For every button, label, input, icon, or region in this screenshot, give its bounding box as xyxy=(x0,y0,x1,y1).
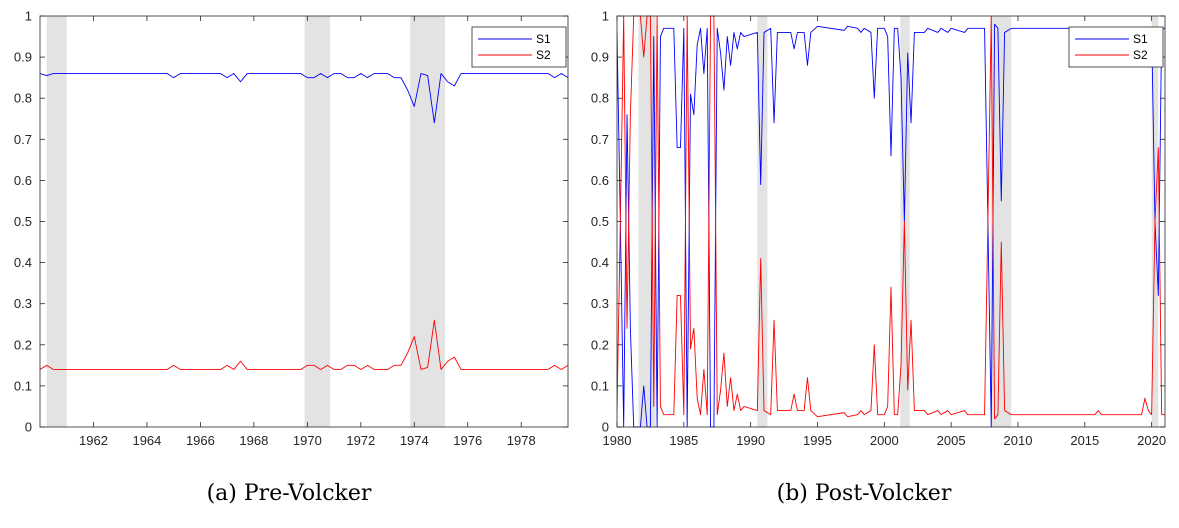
x-tick-label: 1966 xyxy=(186,433,215,448)
series-line-s2 xyxy=(617,15,1165,420)
legend-label-s2: S2 xyxy=(1133,48,1148,62)
plot-area xyxy=(617,16,1165,427)
plot-area xyxy=(40,16,568,427)
x-tick-label: 1964 xyxy=(132,433,161,448)
x-tick-label: 2020 xyxy=(1137,433,1166,448)
panel-pre-volcker: 0 0.1 0.2 0.3 0.4 0.5 0.6 0.7 0.8 0.9 1 1962 1964 196… xyxy=(14,9,569,448)
y-tick-label: 0 xyxy=(602,420,609,435)
y-tick-label: 0.5 xyxy=(14,214,32,229)
series-line-s1 xyxy=(40,73,568,124)
x-tick-label: 2005 xyxy=(937,433,966,448)
x-tick-label: 1972 xyxy=(346,433,375,448)
legend-label-s1: S1 xyxy=(536,32,551,46)
x-tick-label: 2015 xyxy=(1070,433,1099,448)
y-tick-label: 0.6 xyxy=(591,173,609,188)
y-tick-label: 0.3 xyxy=(591,296,609,311)
panel-post-volcker: 0 0.1 0.2 0.3 0.4 0.5 0.6 0.7 0.8 0.9 1 1980 1985 199… xyxy=(591,9,1166,449)
x-tick-label: 1970 xyxy=(293,433,322,448)
recession-band xyxy=(990,16,1012,427)
y-tick-label: 0 xyxy=(25,420,32,435)
caption-post-volcker: (b) Post-Volcker xyxy=(777,481,952,506)
y-tick-label: 1 xyxy=(602,9,609,24)
legend-box xyxy=(1068,26,1164,68)
x-tick-label: 1962 xyxy=(79,433,108,448)
recession-band xyxy=(46,16,67,427)
y-tick-label: 0.1 xyxy=(591,378,609,393)
y-tick-label: 0.1 xyxy=(14,378,32,393)
legend-label-s1: S1 xyxy=(1133,32,1148,46)
legend-box xyxy=(471,26,567,68)
x-tick-label: 1976 xyxy=(453,433,482,448)
x-tick-label: 1980 xyxy=(603,433,632,448)
y-tick-label: 0.2 xyxy=(14,337,32,352)
x-tick-label: 1985 xyxy=(669,433,698,448)
y-tick-label: 0.8 xyxy=(591,91,609,106)
x-tick-label: 1974 xyxy=(400,433,429,448)
y-tick-label: 0.7 xyxy=(14,132,32,147)
y-tick-label: 0.7 xyxy=(591,132,609,147)
y-tick-label: 0.4 xyxy=(591,255,609,270)
y-tick-label: 0.5 xyxy=(591,214,609,229)
recession-band xyxy=(757,16,768,427)
y-tick-label: 0.6 xyxy=(14,173,32,188)
y-tick-label: 0.2 xyxy=(591,337,609,352)
y-tick-label: 1 xyxy=(25,9,32,24)
y-tick-label: 0.4 xyxy=(14,255,32,270)
x-tick-label: 1995 xyxy=(803,433,832,448)
caption-pre-volcker: (a) Pre-Volcker xyxy=(207,481,372,506)
x-tick-label: 1990 xyxy=(736,433,765,448)
y-tick-label: 0.9 xyxy=(14,50,32,65)
x-tick-label: 1968 xyxy=(239,433,268,448)
series-line-s2 xyxy=(40,319,568,370)
series-line-s1 xyxy=(617,23,1165,428)
y-tick-label: 0.9 xyxy=(591,50,609,65)
y-tick-label: 0.8 xyxy=(14,91,32,106)
recession-band xyxy=(304,16,331,427)
y-tick-label: 0.3 xyxy=(14,296,32,311)
recession-band xyxy=(900,16,910,427)
x-tick-label: 1978 xyxy=(507,433,536,448)
legend-label-s2: S2 xyxy=(536,48,551,62)
x-tick-label: 2000 xyxy=(870,433,899,448)
x-tick-label: 2010 xyxy=(1004,433,1033,448)
